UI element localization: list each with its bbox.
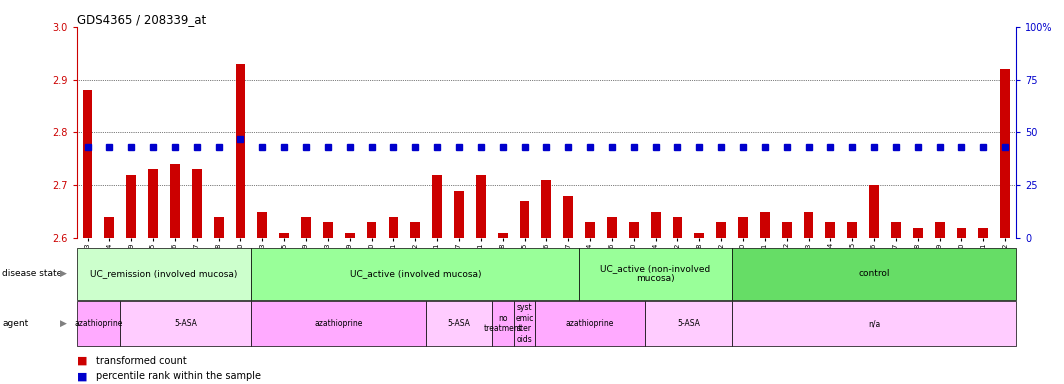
Bar [803,212,814,238]
Bar [411,222,420,238]
Bar [498,233,508,238]
Bar [345,233,354,238]
Bar [651,212,661,238]
Text: disease state: disease state [2,269,63,278]
Bar [127,175,136,238]
Bar [192,169,202,238]
Bar [606,217,617,238]
Bar [760,212,769,238]
Bar [585,222,595,238]
Bar [476,175,486,238]
Text: transformed count: transformed count [96,356,186,366]
Bar [542,180,551,238]
Bar [957,227,966,238]
Text: 5-ASA: 5-ASA [448,319,470,328]
Bar [563,196,573,238]
Text: control: control [859,269,890,278]
Bar [301,217,311,238]
Bar [77,301,120,346]
Bar [1000,69,1010,238]
Bar [388,217,398,238]
Bar [672,217,682,238]
Bar [716,222,726,238]
Text: ■: ■ [77,371,87,381]
Text: 5-ASA: 5-ASA [677,319,700,328]
Bar [367,222,377,238]
Bar [432,175,442,238]
Bar [251,301,427,346]
Bar [77,248,251,300]
Bar [83,90,93,238]
Text: UC_active (non-involved
mucosa): UC_active (non-involved mucosa) [600,264,711,283]
Text: azathioprine: azathioprine [566,319,614,328]
Text: 5-ASA: 5-ASA [174,319,197,328]
Text: ▶: ▶ [61,269,67,278]
Bar [514,301,535,346]
Bar [579,248,732,300]
Bar [847,222,858,238]
Text: agent: agent [2,319,29,328]
Bar [913,227,922,238]
Bar [732,248,1016,300]
Bar [279,233,289,238]
Text: ■: ■ [77,356,87,366]
Text: GDS4365 / 208339_at: GDS4365 / 208339_at [77,13,205,26]
Text: no
treatment: no treatment [483,314,522,333]
Bar [104,217,114,238]
Text: ▶: ▶ [61,319,67,328]
Bar [454,190,464,238]
Bar [782,222,792,238]
Bar [935,222,945,238]
Text: UC_active (involved mucosa): UC_active (involved mucosa) [349,269,481,278]
Bar [826,222,835,238]
Bar [695,233,704,238]
Bar [738,217,748,238]
Bar [235,64,246,238]
Bar [629,222,638,238]
Bar [535,301,645,346]
Bar [170,164,180,238]
Bar [891,222,901,238]
Bar [979,227,988,238]
Text: azathioprine: azathioprine [74,319,122,328]
Text: percentile rank within the sample: percentile rank within the sample [96,371,261,381]
Bar [492,301,514,346]
Bar [732,301,1016,346]
Bar [645,301,732,346]
Bar [120,301,251,346]
Bar [323,222,333,238]
Text: syst
emic
ster
oids: syst emic ster oids [515,303,534,344]
Bar [148,169,157,238]
Bar [257,212,267,238]
Text: UC_remission (involved mucosa): UC_remission (involved mucosa) [90,269,237,278]
Bar [251,248,579,300]
Text: n/a: n/a [868,319,880,328]
Text: azathioprine: azathioprine [315,319,363,328]
Bar [427,301,492,346]
Bar [214,217,223,238]
Bar [519,201,530,238]
Bar [869,185,879,238]
